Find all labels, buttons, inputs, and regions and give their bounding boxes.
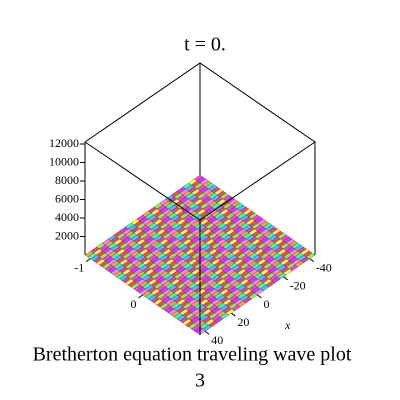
z-tick-label: 6000 <box>55 191 79 205</box>
x-tick <box>231 312 236 317</box>
x-tick-label: 0 <box>264 297 270 311</box>
y-tick-label: 0 <box>131 297 137 311</box>
x-tick <box>204 330 210 335</box>
z-tick-label: 2000 <box>55 228 79 242</box>
z-tick-label: 8000 <box>55 173 79 187</box>
x-tick <box>257 294 262 299</box>
x-tick-label: -20 <box>290 279 306 293</box>
y-tick <box>138 294 143 299</box>
surface <box>84 174 316 336</box>
x-tick-label: -40 <box>316 260 332 274</box>
z-tick-label: 10000 <box>49 154 79 168</box>
chart-title: t = 0. <box>184 34 226 56</box>
x-tick-label: 40 <box>211 333 223 347</box>
y-tick <box>85 258 91 263</box>
x-tick <box>283 276 288 281</box>
z-tick-label: 4000 <box>55 210 79 224</box>
x-axis-label: x <box>284 318 291 332</box>
x-tick-label: 20 <box>237 315 249 329</box>
x-tick <box>309 258 315 263</box>
y-tick-label: -1 <box>74 260 84 274</box>
caption: Bretherton equation traveling wave plot <box>33 344 352 366</box>
caption: 3 <box>195 370 205 392</box>
z-tick-label: 12000 <box>49 136 79 150</box>
